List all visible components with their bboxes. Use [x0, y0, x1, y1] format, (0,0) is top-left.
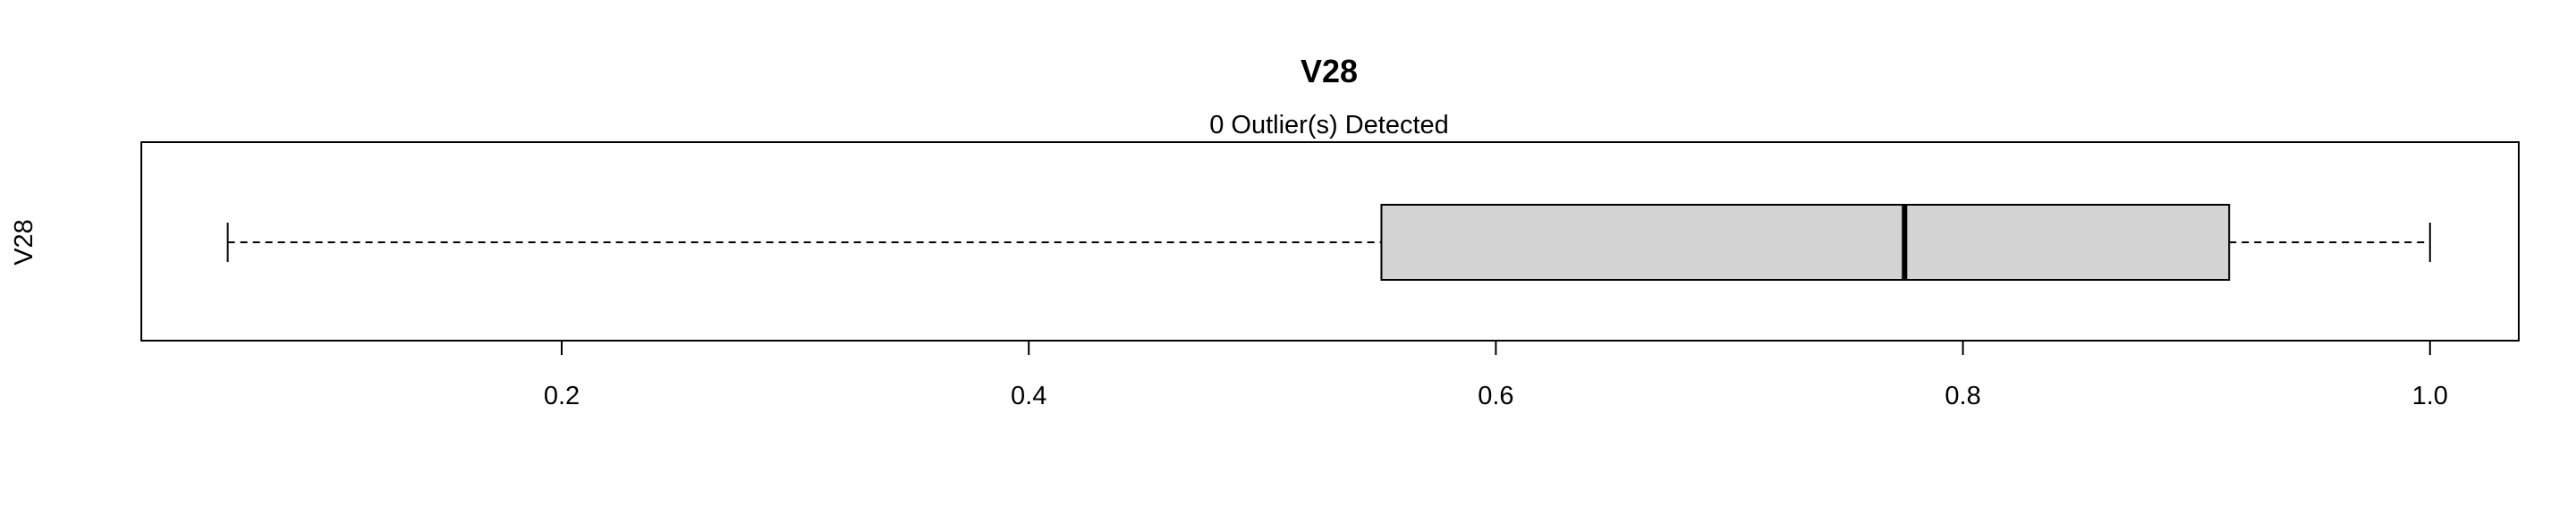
x-tick-label: 0.8 [1945, 382, 1980, 410]
plot-frame [140, 141, 2520, 342]
x-tick-label: 0.2 [544, 382, 580, 410]
y-axis-label: V28 [10, 219, 38, 266]
chart-subtitle: 0 Outlier(s) Detected [1209, 111, 1449, 139]
x-tick-label: 0.4 [1011, 382, 1046, 410]
chart-title: V28 [1301, 53, 1358, 89]
x-tick-label: 1.0 [2412, 382, 2448, 410]
x-tick-label: 0.6 [1478, 382, 1513, 410]
iqr-box [1380, 204, 2231, 281]
